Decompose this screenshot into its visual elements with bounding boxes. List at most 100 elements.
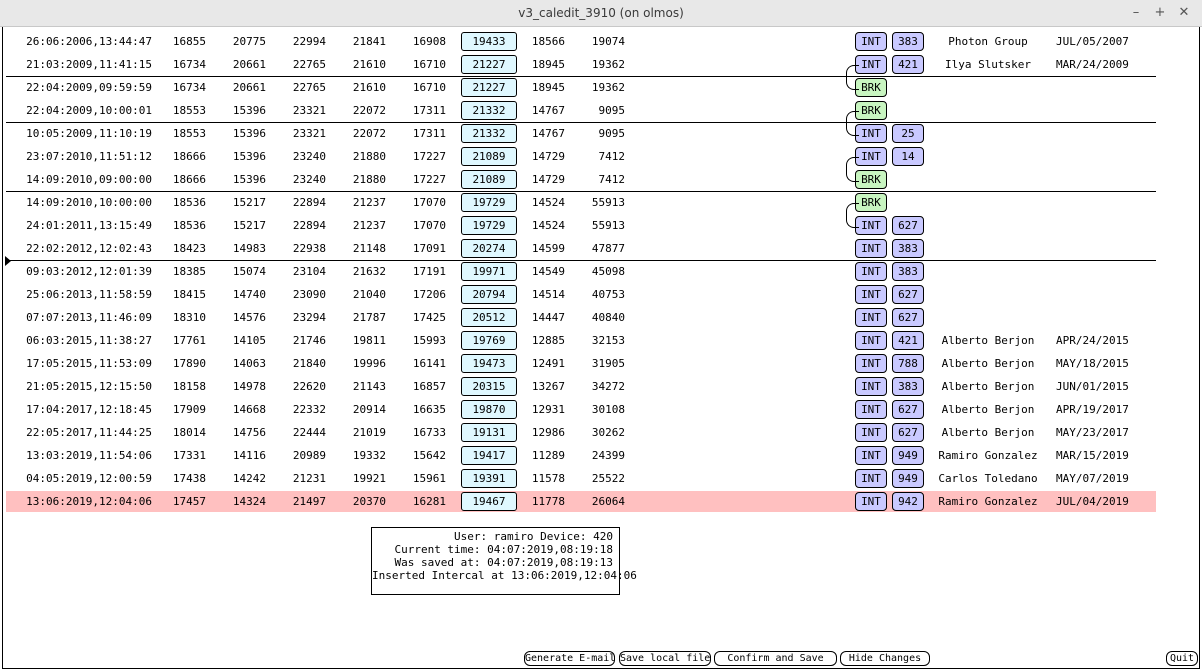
int-badge[interactable]: INT	[855, 308, 887, 327]
table-row[interactable]: 14:09:2010,09:00:00 18666 15396 23240 21880 1…	[6, 169, 1156, 190]
table-row[interactable]: 21:05:2015,12:15:50 18158 14978 22620 21143 1…	[6, 376, 1156, 397]
table-row[interactable]: 21:03:2009,11:41:15 16734 20661 22765 21610 1…	[6, 54, 1156, 75]
table-row[interactable]: 06:03:2015,11:38:27 17761 14105 21746 19811 1…	[6, 330, 1156, 351]
editable-value-box[interactable]: 19131	[461, 423, 517, 442]
row-value: 26064	[591, 495, 625, 508]
table-row[interactable]: 22:04:2009,09:59:59 16734 20661 22765 21610 1…	[6, 77, 1156, 98]
table-row[interactable]: 22:02:2012,12:02:43 18423 14983 22938 21148 1…	[6, 238, 1156, 259]
table-row[interactable]: 09:03:2012,12:01:39 18385 15074 23104 21632 1…	[6, 261, 1156, 282]
interval-number-badge[interactable]: 421	[892, 331, 924, 350]
interval-number-badge[interactable]: 627	[892, 400, 924, 419]
editable-value-box[interactable]: 20274	[461, 239, 517, 258]
interval-number-badge[interactable]: 942	[892, 492, 924, 511]
table-row[interactable]: 10:05:2009,11:10:19 18553 15396 23321 22072 1…	[6, 123, 1156, 144]
int-badge[interactable]: INT	[855, 285, 887, 304]
interval-number-badge[interactable]: 949	[892, 469, 924, 488]
row-timestamp: 10:05:2009,11:10:19	[26, 127, 152, 140]
brk-badge[interactable]: BRK	[855, 170, 887, 189]
editable-value-box[interactable]: 19729	[461, 216, 517, 235]
interval-number-badge[interactable]: 788	[892, 354, 924, 373]
title-bar[interactable]: v3_caledit_3910 (on olmos) – + ✕	[0, 0, 1202, 27]
editable-value-box[interactable]: 19971	[461, 262, 517, 281]
editable-value-box[interactable]: 20794	[461, 285, 517, 304]
interval-number-badge[interactable]: 383	[892, 377, 924, 396]
int-badge[interactable]: INT	[855, 32, 887, 51]
brk-badge[interactable]: BRK	[855, 101, 887, 120]
table-row[interactable]: 23:07:2010,11:51:12 18666 15396 23240 21880 1…	[6, 146, 1156, 167]
minimize-icon[interactable]: –	[1132, 5, 1140, 20]
int-badge[interactable]: INT	[855, 55, 887, 74]
editable-value-box[interactable]: 21227	[461, 78, 517, 97]
maximize-icon[interactable]: +	[1154, 5, 1166, 20]
save-local-file-button[interactable]: Save local file	[619, 651, 711, 666]
interval-number-badge[interactable]: 25	[892, 124, 924, 143]
editable-value-box[interactable]: 21332	[461, 101, 517, 120]
int-badge[interactable]: INT	[855, 262, 887, 281]
table-row[interactable]: 22:04:2009,10:00:01 18553 15396 23321 22072 1…	[6, 100, 1156, 121]
editable-value-box[interactable]: 19417	[461, 446, 517, 465]
brk-badge[interactable]: BRK	[855, 193, 887, 212]
table-row[interactable]: 17:04:2017,12:18:45 17909 14668 22332 20914 1…	[6, 399, 1156, 420]
editable-value-box[interactable]: 21332	[461, 124, 517, 143]
interval-number-badge[interactable]: 421	[892, 55, 924, 74]
editable-value-box[interactable]: 20512	[461, 308, 517, 327]
editable-value-box[interactable]: 19473	[461, 354, 517, 373]
row-value: 14105	[232, 334, 266, 347]
interval-number-badge[interactable]: 949	[892, 446, 924, 465]
brk-badge[interactable]: BRK	[855, 78, 887, 97]
hide-changes-button[interactable]: Hide Changes	[840, 651, 930, 666]
table-row[interactable]: 17:05:2015,11:53:09 17890 14063 21840 19996 1…	[6, 353, 1156, 374]
table-row[interactable]: 13:03:2019,11:54:06 17331 14116 20989 19332 1…	[6, 445, 1156, 466]
int-badge[interactable]: INT	[855, 469, 887, 488]
int-badge[interactable]: INT	[855, 377, 887, 396]
interval-number-badge[interactable]: 14	[892, 147, 924, 166]
table-row[interactable]: 04:05:2019,12:00:59 17438 14242 21231 19921 1…	[6, 468, 1156, 489]
row-value: 20370	[352, 495, 386, 508]
editable-value-box[interactable]: 19433	[461, 32, 517, 51]
quit-button[interactable]: Quit	[1166, 651, 1198, 666]
editable-value-box[interactable]: 19467	[461, 492, 517, 511]
editable-value-box[interactable]: 20315	[461, 377, 517, 396]
interval-number-badge[interactable]: 627	[892, 216, 924, 235]
int-badge[interactable]: INT	[855, 423, 887, 442]
row-value: 16734	[172, 81, 206, 94]
int-badge[interactable]: INT	[855, 446, 887, 465]
interval-number-badge[interactable]: 383	[892, 239, 924, 258]
table-row[interactable]: 22:05:2017,11:44:25 18014 14756 22444 21019 1…	[6, 422, 1156, 443]
interval-number-badge[interactable]: 627	[892, 285, 924, 304]
row-value: 21746	[292, 334, 326, 347]
int-badge[interactable]: INT	[855, 124, 887, 143]
interval-number-badge[interactable]: 627	[892, 423, 924, 442]
row-value: 14576	[232, 311, 266, 324]
int-badge[interactable]: INT	[855, 239, 887, 258]
editable-value-box[interactable]: 19870	[461, 400, 517, 419]
generate-email-button[interactable]: Generate E-mail	[524, 651, 616, 666]
row-value: 18415	[172, 288, 206, 301]
editable-value-box[interactable]: 21089	[461, 147, 517, 166]
row-value: 17425	[412, 311, 446, 324]
int-badge[interactable]: INT	[855, 147, 887, 166]
editable-value-box[interactable]: 19769	[461, 331, 517, 350]
int-badge[interactable]: INT	[855, 400, 887, 419]
editable-value-box[interactable]: 21227	[461, 55, 517, 74]
table-row[interactable]: 07:07:2013,11:46:09 18310 14576 23294 21787 1…	[6, 307, 1156, 328]
int-badge[interactable]: INT	[855, 354, 887, 373]
editable-value-box[interactable]: 21089	[461, 170, 517, 189]
close-icon[interactable]: ✕	[1178, 5, 1190, 20]
editable-value-box[interactable]: 19729	[461, 193, 517, 212]
table-row[interactable]: 13:06:2019,12:04:06 17457 14324 21497 20370 1…	[6, 491, 1156, 512]
int-badge[interactable]: INT	[855, 331, 887, 350]
interval-number-badge[interactable]: 383	[892, 32, 924, 51]
int-badge[interactable]: INT	[855, 492, 887, 511]
confirm-and-save-button[interactable]: Confirm and Save	[714, 651, 837, 666]
table-row[interactable]: 26:06:2006,13:44:47 16855 20775 22994 21841 1…	[6, 31, 1156, 52]
int-badge[interactable]: INT	[855, 216, 887, 235]
interval-number-badge[interactable]: 383	[892, 262, 924, 281]
interval-number-badge[interactable]: 627	[892, 308, 924, 327]
table-row[interactable]: 24:01:2011,13:15:49 18536 15217 22894 21237 1…	[6, 215, 1156, 236]
row-value: 17227	[412, 173, 446, 186]
table-row[interactable]: 25:06:2013,11:58:59 18415 14740 23090 21040 1…	[6, 284, 1156, 305]
editable-value-box[interactable]: 19391	[461, 469, 517, 488]
table-row[interactable]: 14:09:2010,10:00:00 18536 15217 22894 21237 1…	[6, 192, 1156, 213]
row-value: 20914	[352, 403, 386, 416]
